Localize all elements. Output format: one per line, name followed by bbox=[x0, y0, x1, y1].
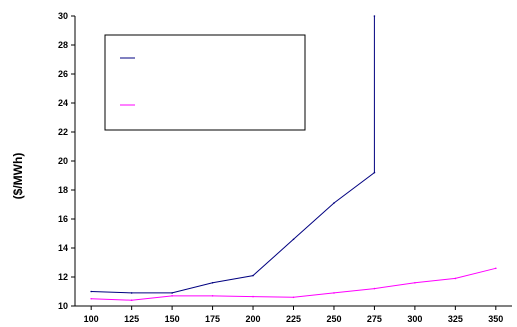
series-1-point bbox=[211, 282, 214, 284]
y-tick-label: 26 bbox=[58, 69, 68, 79]
series-1-point bbox=[373, 15, 376, 17]
y-tick-label: 14 bbox=[58, 243, 68, 253]
y-tick-label: 30 bbox=[58, 11, 68, 21]
series-1-point bbox=[171, 292, 173, 294]
series-2-point bbox=[414, 282, 416, 284]
x-tick-label: 200 bbox=[246, 314, 261, 324]
y-axis-label: ($/MWh) bbox=[11, 153, 25, 200]
series-1-point bbox=[90, 290, 92, 293]
series-1-point bbox=[130, 292, 133, 294]
y-tick-label: 28 bbox=[58, 40, 68, 50]
series-2-point bbox=[130, 299, 133, 302]
x-tick-label: 300 bbox=[407, 314, 422, 324]
x-tick-label: 175 bbox=[205, 314, 220, 324]
y-tick-label: 10 bbox=[58, 301, 68, 311]
y-tick-label: 16 bbox=[58, 214, 68, 224]
series-1-point bbox=[373, 171, 376, 174]
series-2-point bbox=[373, 287, 376, 290]
x-tick-label: 275 bbox=[367, 314, 382, 324]
x-tick-label: 350 bbox=[488, 314, 503, 324]
x-tick-label: 150 bbox=[165, 314, 180, 324]
x-tick-label: 125 bbox=[124, 314, 139, 324]
x-tick-label: 225 bbox=[286, 314, 301, 324]
legend-box bbox=[104, 34, 306, 131]
x-tick-label: 250 bbox=[326, 314, 341, 324]
series-2-point bbox=[211, 295, 214, 297]
x-tick-label: 100 bbox=[84, 314, 99, 324]
series-2-point bbox=[333, 292, 335, 294]
y-tick-label: 20 bbox=[58, 156, 68, 166]
y-tick-label: 18 bbox=[58, 185, 68, 195]
series-2-point bbox=[90, 297, 92, 300]
y-tick-label: 22 bbox=[58, 127, 68, 137]
y-tick-label: 12 bbox=[58, 272, 68, 282]
series-2-point bbox=[292, 296, 295, 299]
series-1-point bbox=[292, 238, 295, 241]
series-2-point bbox=[454, 277, 457, 280]
series-2-line bbox=[91, 267, 496, 301]
y-tick-label: 24 bbox=[58, 98, 68, 108]
series-1-point bbox=[333, 202, 335, 204]
series-2-point bbox=[171, 295, 173, 297]
series-1-point bbox=[252, 274, 254, 277]
x-tick-label: 325 bbox=[448, 314, 463, 324]
series-2-point bbox=[495, 267, 497, 270]
plot-area: 10 12 14 16 18 20 22 24 26 28 30 100 125 150 175 200 225… bbox=[58, 11, 512, 324]
series-2-point bbox=[252, 295, 254, 298]
legend bbox=[104, 34, 306, 131]
